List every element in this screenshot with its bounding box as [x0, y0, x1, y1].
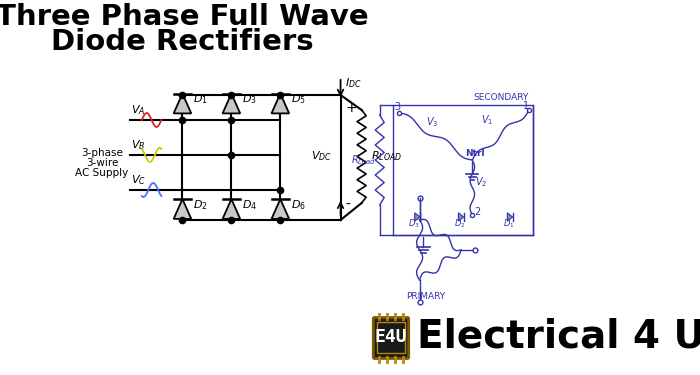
Polygon shape — [458, 213, 463, 221]
Text: Ntrl: Ntrl — [465, 149, 484, 158]
Text: +: + — [345, 101, 357, 115]
Text: SECONDARY: SECONDARY — [473, 93, 528, 102]
Text: 3-phase: 3-phase — [81, 148, 122, 158]
Text: $D_2$: $D_2$ — [193, 198, 208, 212]
Text: AC Supply: AC Supply — [76, 168, 129, 178]
FancyBboxPatch shape — [373, 318, 409, 358]
FancyBboxPatch shape — [377, 322, 405, 353]
Text: $V_3$: $V_3$ — [426, 115, 439, 129]
Polygon shape — [414, 213, 420, 221]
Text: $R_{Load}$: $R_{Load}$ — [351, 153, 376, 167]
Polygon shape — [508, 213, 512, 221]
Text: 3: 3 — [395, 102, 401, 112]
Text: -: - — [345, 198, 350, 212]
Text: $V_B$: $V_B$ — [131, 138, 146, 152]
Text: $D_4$: $D_4$ — [242, 198, 257, 212]
Text: $V_{DC}$: $V_{DC}$ — [311, 150, 332, 164]
Polygon shape — [223, 199, 240, 219]
Polygon shape — [174, 94, 191, 113]
Text: $D_5$: $D_5$ — [291, 93, 306, 106]
Text: $V_1$: $V_1$ — [481, 113, 493, 127]
Text: Electrical 4 U: Electrical 4 U — [416, 318, 700, 356]
Polygon shape — [223, 94, 240, 113]
Text: $I_{DC}$: $I_{DC}$ — [345, 76, 362, 90]
Text: $D_3$: $D_3$ — [242, 93, 257, 106]
Text: $D_6$: $D_6$ — [291, 198, 306, 212]
Polygon shape — [272, 94, 289, 113]
Text: $D_1$: $D_1$ — [193, 93, 208, 106]
Text: $V_2$: $V_2$ — [475, 175, 487, 189]
Text: $D_3$: $D_3$ — [409, 218, 420, 231]
Text: 1: 1 — [524, 101, 529, 111]
Text: Three Phase Full Wave: Three Phase Full Wave — [0, 3, 369, 31]
Text: 3-wire: 3-wire — [85, 158, 118, 168]
Polygon shape — [174, 199, 191, 219]
Text: $D_2$: $D_2$ — [454, 218, 466, 231]
Text: $R_{LOAD}$: $R_{LOAD}$ — [371, 150, 402, 164]
Text: $V_A$: $V_A$ — [131, 103, 146, 117]
Text: $D_1$: $D_1$ — [503, 218, 514, 231]
Text: PRIMARY: PRIMARY — [406, 292, 445, 301]
Polygon shape — [272, 199, 289, 219]
Text: 2: 2 — [475, 207, 481, 217]
Text: $V_C$: $V_C$ — [131, 173, 146, 187]
Text: Diode Rectifiers: Diode Rectifiers — [51, 28, 314, 56]
Text: E4U: E4U — [374, 328, 407, 346]
